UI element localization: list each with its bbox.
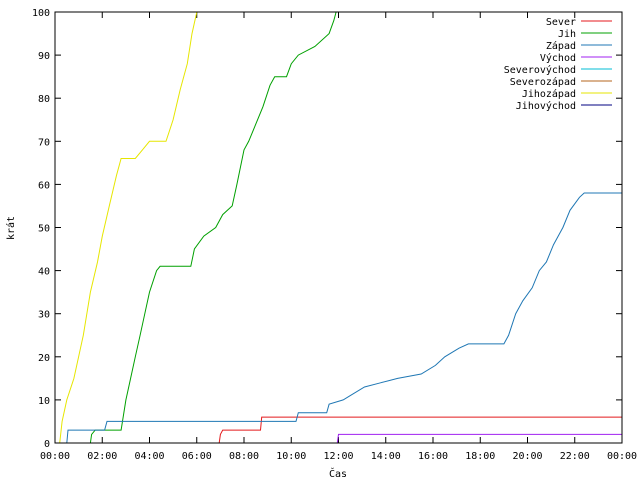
x-tick-label: 00:00 <box>607 451 637 462</box>
y-tick-label: 80 <box>38 94 50 105</box>
y-tick-label: 20 <box>38 353 50 364</box>
x-tick-label: 16:00 <box>418 451 448 462</box>
legend-label: Sever <box>546 17 576 28</box>
y-tick-label: 50 <box>38 224 50 235</box>
y-tick-label: 40 <box>38 267 50 278</box>
y-tick-label: 100 <box>32 8 50 19</box>
x-tick-label: 22:00 <box>560 451 590 462</box>
x-tick-label: 18:00 <box>465 451 495 462</box>
legend-label: Jih <box>558 29 576 40</box>
legend-label: Východ <box>540 52 576 64</box>
x-tick-label: 06:00 <box>182 451 212 462</box>
x-tick-label: 10:00 <box>276 451 306 462</box>
y-tick-label: 10 <box>38 396 50 407</box>
x-tick-label: 00:00 <box>40 451 70 462</box>
y-tick-label: 70 <box>38 137 50 148</box>
series-line-6 <box>55 11 198 444</box>
y-axis-label: krát <box>5 216 17 240</box>
x-tick-label: 02:00 <box>87 451 117 462</box>
x-tick-label: 08:00 <box>229 451 259 462</box>
tick-layer: 0 10 20 30 40 50 60 70 80 90 100 00:00 02:00 04:00 06:… <box>32 8 637 462</box>
series-line-1 <box>55 11 337 444</box>
legend-label: Západ <box>546 40 576 52</box>
series-line-2 <box>55 192 622 444</box>
x-tick-label: 14:00 <box>371 451 401 462</box>
legend-label: Jihozápad <box>522 88 576 100</box>
x-axis-label: Čas <box>329 467 347 480</box>
x-tick-label: 20:00 <box>512 451 542 462</box>
y-tick-label: 30 <box>38 310 50 321</box>
legend-label: Severovýchod <box>504 64 576 76</box>
legend-label: Severozápad <box>510 76 576 88</box>
y-tick-label: 60 <box>38 180 50 191</box>
legend-label: Jihovýchod <box>516 100 576 112</box>
x-tick-label: 12:00 <box>323 451 353 462</box>
legend: SeverJihZápadVýchodSeverovýchodSeverozáp… <box>504 17 612 112</box>
x-tick-label: 04:00 <box>134 451 164 462</box>
plot-frame <box>54 11 623 444</box>
y-tick-label: 0 <box>44 439 50 450</box>
y-tick-label: 90 <box>38 51 50 62</box>
